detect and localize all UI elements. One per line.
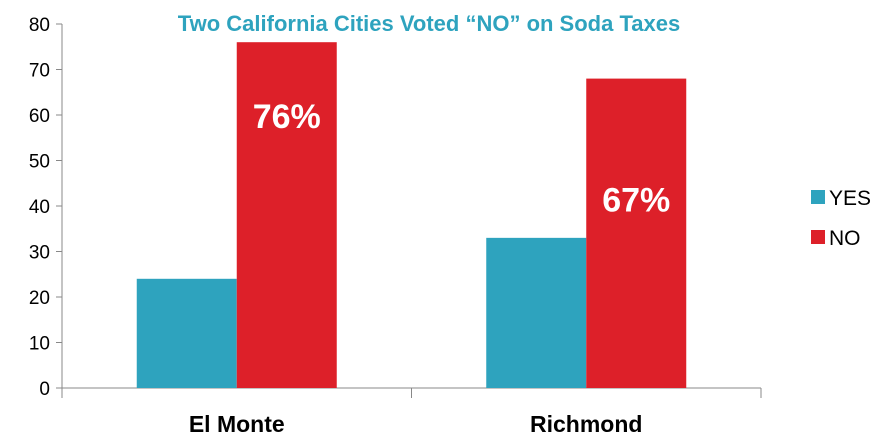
legend-label-no: NO	[829, 227, 861, 250]
x-category-label: Richmond	[530, 411, 642, 437]
y-tick-label: 40	[29, 197, 50, 218]
bars	[136, 42, 687, 388]
y-axis: 0 10 20 30 40 50 60 70 80	[29, 15, 63, 400]
data-label: 67%	[602, 182, 670, 220]
data-label: 76%	[253, 98, 321, 136]
bar-yes-el-monte	[136, 278, 237, 388]
y-tick-label: 20	[29, 288, 50, 309]
x-axis: El Monte Richmond	[61, 387, 762, 437]
x-category-label: El Monte	[189, 411, 285, 437]
bar-yes-richmond	[486, 237, 587, 388]
bar-no-el-monte	[236, 42, 337, 388]
data-labels: 76% 67%	[253, 98, 671, 219]
y-tick-label: 10	[29, 334, 50, 355]
legend: YES NO	[811, 187, 871, 250]
chart-title: Two California Cities Voted “NO” on Soda…	[178, 11, 680, 36]
legend-label-yes: YES	[829, 187, 871, 210]
bar-no-richmond	[586, 78, 687, 388]
y-tick-label: 70	[29, 61, 50, 82]
y-tick-label: 80	[29, 15, 50, 36]
legend-swatch-yes	[811, 190, 825, 204]
y-tick-label: 50	[29, 152, 50, 173]
legend-swatch-no	[811, 230, 825, 244]
y-tick-label: 0	[39, 379, 50, 400]
y-tick-label: 30	[29, 243, 50, 264]
y-tick-label: 60	[29, 106, 50, 127]
